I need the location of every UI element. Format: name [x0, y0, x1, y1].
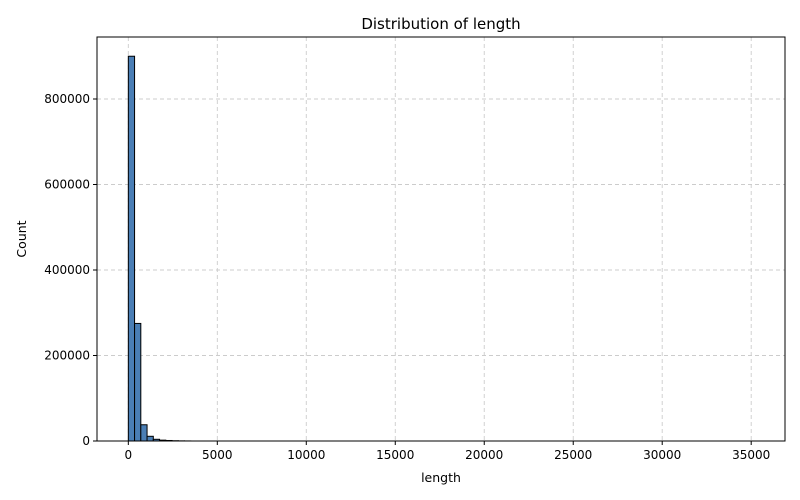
plot-frame	[96, 36, 786, 442]
x-tick-label: 10000	[287, 448, 325, 462]
histogram-bar	[146, 435, 154, 442]
y-tick-label: 200000	[44, 348, 90, 362]
histogram-bars	[127, 55, 192, 442]
y-axis-label: Count	[14, 220, 29, 257]
x-axis-label: length	[421, 470, 461, 485]
y-tick-label: 0	[82, 434, 90, 448]
y-tick-label: 600000	[44, 177, 90, 191]
x-tick-label: 25000	[554, 448, 592, 462]
histogram-bar	[134, 322, 142, 442]
x-tick-label: 30000	[643, 448, 681, 462]
x-tick-label: 5000	[202, 448, 233, 462]
x-tick-label: 0	[125, 448, 133, 462]
x-tick-label: 20000	[465, 448, 503, 462]
y-tick-label: 400000	[44, 263, 90, 277]
histogram-bar	[140, 424, 148, 442]
x-tick-label: 35000	[732, 448, 770, 462]
x-tick-label: 15000	[376, 448, 414, 462]
histogram-bar	[127, 55, 136, 442]
grid-lines	[97, 37, 785, 442]
y-axis-ticks: 0 200000 400000 600000 800000	[44, 92, 97, 448]
chart-title: Distribution of length	[361, 15, 520, 33]
y-tick-label: 800000	[44, 92, 90, 106]
x-axis-ticks: 0 5000 10000 15000 20000 25000 30000 35000	[125, 441, 770, 462]
